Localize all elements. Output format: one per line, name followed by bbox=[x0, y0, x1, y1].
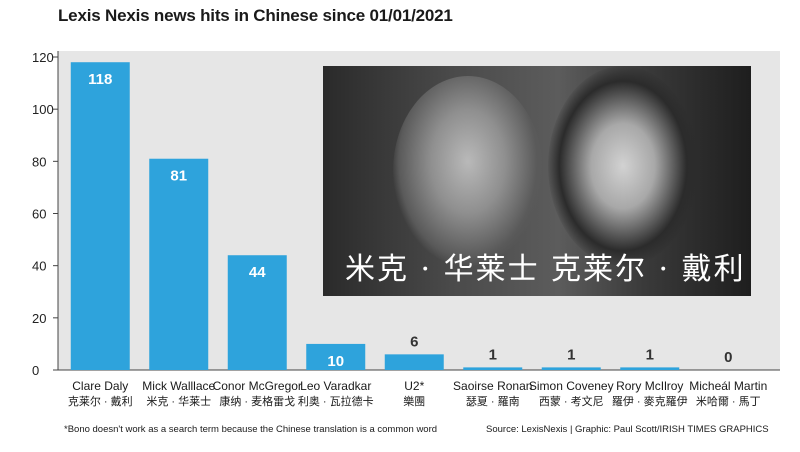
value-label-8: 0 bbox=[724, 349, 732, 366]
photo-caption-daly: 克莱尔 · 戴利 bbox=[551, 252, 746, 287]
category-label-zh-0: 克莱尔 · 戴利 bbox=[68, 394, 133, 408]
value-label-7: 1 bbox=[646, 346, 654, 363]
y-tick-label: 80 bbox=[32, 154, 46, 169]
value-label-5: 1 bbox=[489, 346, 497, 363]
chart-title: Lexis Nexis news hits in Chinese since 0… bbox=[58, 6, 453, 25]
politicians-photo: 米克 · 华莱士 克莱尔 · 戴利 bbox=[323, 66, 751, 296]
category-label-1: Mick Walllace bbox=[142, 379, 215, 393]
mick-wallace-portrait bbox=[393, 76, 543, 266]
bar-7 bbox=[620, 367, 680, 370]
category-label-6: Simon Coveney bbox=[529, 379, 614, 393]
value-label-6: 1 bbox=[567, 346, 575, 363]
value-label-2: 44 bbox=[249, 264, 266, 281]
bar-5 bbox=[463, 367, 523, 370]
y-axis-ticks: 0 20 40 60 80 100 120 bbox=[32, 50, 58, 378]
category-label-0: Clare Daly bbox=[72, 379, 128, 393]
category-label-zh-8: 米哈爾 · 馬丁 bbox=[696, 395, 761, 408]
clare-daly-portrait bbox=[548, 66, 698, 266]
category-label-zh-6: 西蒙 · 考文尼 bbox=[539, 394, 604, 408]
bar-4 bbox=[384, 354, 444, 370]
bar-0 bbox=[70, 62, 130, 370]
bar-6 bbox=[541, 367, 601, 370]
category-label-zh-5: 瑟夏 · 羅南 bbox=[466, 395, 520, 408]
source-credit: Source: LexisNexis | Graphic: Paul Scott… bbox=[486, 424, 769, 435]
photo-caption-wallace: 米克 · 华莱士 bbox=[345, 252, 540, 287]
bars bbox=[70, 62, 680, 370]
category-label-zh-4: 樂團 bbox=[403, 394, 425, 408]
category-label-4: U2* bbox=[404, 379, 424, 393]
category-label-8: Micheál Martin bbox=[689, 379, 767, 393]
footnote: *Bono doesn't work as a search term beca… bbox=[64, 424, 438, 435]
category-label-zh-1: 米克 · 华莱士 bbox=[146, 394, 211, 408]
bar-2 bbox=[227, 255, 287, 370]
bar-1 bbox=[149, 158, 209, 370]
y-tick-label: 100 bbox=[32, 102, 54, 117]
y-tick-label: 40 bbox=[32, 259, 46, 274]
y-tick-label: 120 bbox=[32, 50, 54, 65]
category-label-3: Leo Varadkar bbox=[300, 379, 371, 393]
y-tick-label: 60 bbox=[32, 207, 46, 222]
category-label-zh-2: 康纳 · 麦格雷戈 bbox=[219, 394, 295, 408]
y-tick-label: 0 bbox=[32, 363, 39, 378]
category-label-zh-7: 羅伊 · 麥克羅伊 bbox=[612, 395, 688, 408]
bar-3 bbox=[306, 343, 366, 370]
y-tick-label: 20 bbox=[32, 311, 46, 326]
value-label-1: 81 bbox=[170, 168, 187, 185]
value-label-0: 118 bbox=[88, 71, 112, 88]
value-label-3: 10 bbox=[327, 353, 344, 370]
category-label-2: Conor McGregor bbox=[213, 379, 302, 393]
value-label-4: 6 bbox=[410, 333, 418, 350]
category-label-7: Rory McIlroy bbox=[616, 379, 683, 393]
category-label-zh-3: 利奥 · 瓦拉德卡 bbox=[298, 394, 374, 408]
category-label-5: Saoirse Ronan bbox=[453, 379, 532, 393]
